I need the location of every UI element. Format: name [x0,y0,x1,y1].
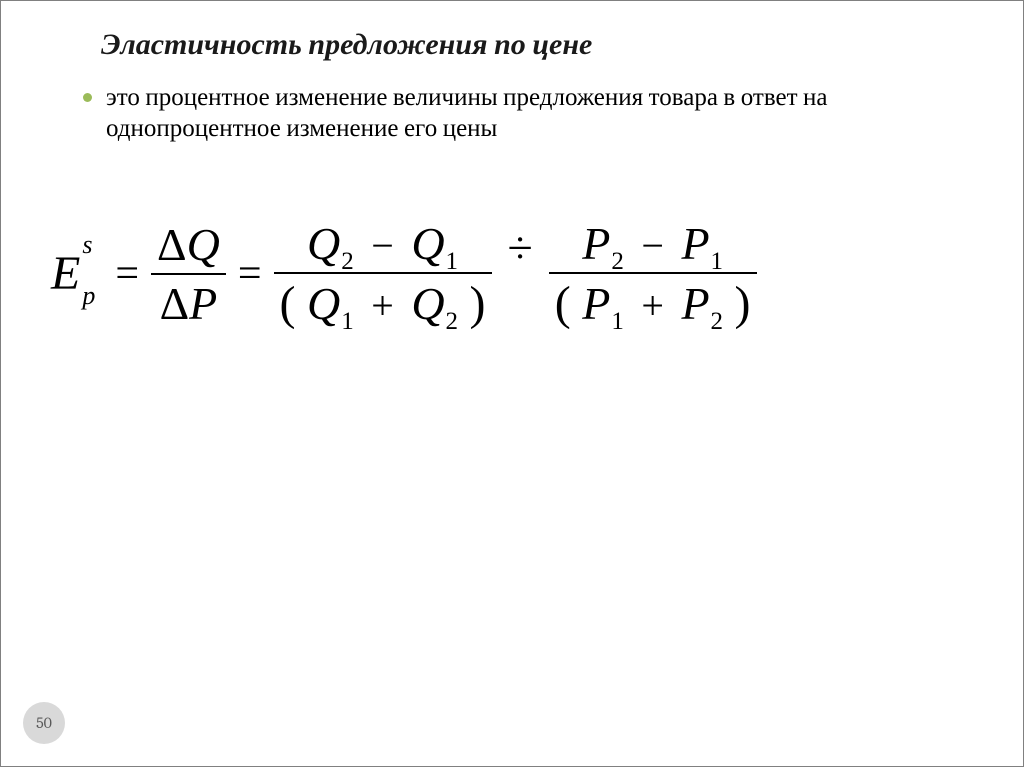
slide-title: Эластичность предложения по цене [101,27,963,62]
frac3-denominator: ( P1 + P2 ) [549,274,757,333]
var-sub: 2 [711,308,724,336]
var-sub: 1 [446,248,459,276]
frac2-denominator: ( Q1 + Q2 ) [274,274,492,333]
delta-symbol: Δ [160,278,190,329]
plus-sign: + [641,283,664,328]
term-q1: Q1 [411,217,458,270]
var-base: Q [307,277,340,330]
right-paren: ) [735,277,751,330]
body-bullet-item: это процентное изменение величины предло… [83,82,923,145]
formula-block: E s p = ΔQ ΔP = Q2 − [51,215,943,333]
var-sub: 1 [611,308,624,336]
frac2-numerator: Q2 − Q1 [301,215,464,272]
term-p2: P2 [681,277,723,330]
frac1-den-var: P [189,278,217,329]
body-text: это процентное изменение величины предло… [106,82,923,145]
fraction-2: Q2 − Q1 ( Q1 + Q2 ) [274,215,492,333]
plus-sign: + [371,283,394,328]
formula-lhs: E s p [51,243,95,304]
var-sub: 2 [611,248,624,276]
var-base: Q [307,217,340,270]
term-q1: Q1 [307,277,354,330]
var-base: P [582,277,610,330]
var-base: Q [411,217,444,270]
term-p1: P1 [681,217,723,270]
lhs-base: E [51,246,80,301]
frac3-numerator: P2 − P1 [576,215,729,272]
fraction-1: ΔQ ΔP [151,216,226,332]
var-sub: 1 [711,248,724,276]
frac1-denominator: ΔP [154,275,224,332]
right-paren: ) [470,277,486,330]
fraction-3: P2 − P1 ( P1 + P2 ) [549,215,757,333]
lhs-superscript: s [82,233,95,258]
page-number-badge: 50 [23,702,65,744]
var-base: Q [411,277,444,330]
minus-sign: − [371,223,394,268]
delta-symbol: Δ [157,219,187,270]
left-paren: ( [280,277,296,330]
division-sign: ÷ [508,221,533,274]
term-q2: Q2 [411,277,458,330]
var-base: P [681,277,709,330]
lhs-subscript: p [82,284,95,309]
term-p2: P2 [582,217,624,270]
term-p1: P1 [582,277,624,330]
frac1-num-var: Q [187,219,220,270]
formula-row: E s p = ΔQ ΔP = Q2 − [51,215,943,333]
minus-sign: − [641,223,664,268]
bullet-icon [83,93,92,102]
lhs-supsub: s p [82,255,95,304]
var-sub: 2 [446,308,459,336]
equals-sign: = [115,250,139,298]
var-base: P [681,217,709,270]
slide: Эластичность предложения по цене это про… [1,1,1023,766]
var-sub: 1 [341,308,354,336]
var-base: P [582,217,610,270]
left-paren: ( [555,277,571,330]
var-sub: 2 [341,248,354,276]
equals-sign: = [238,250,262,298]
term-q2: Q2 [307,217,354,270]
frac1-numerator: ΔQ [151,216,226,273]
page-number: 50 [36,714,52,732]
